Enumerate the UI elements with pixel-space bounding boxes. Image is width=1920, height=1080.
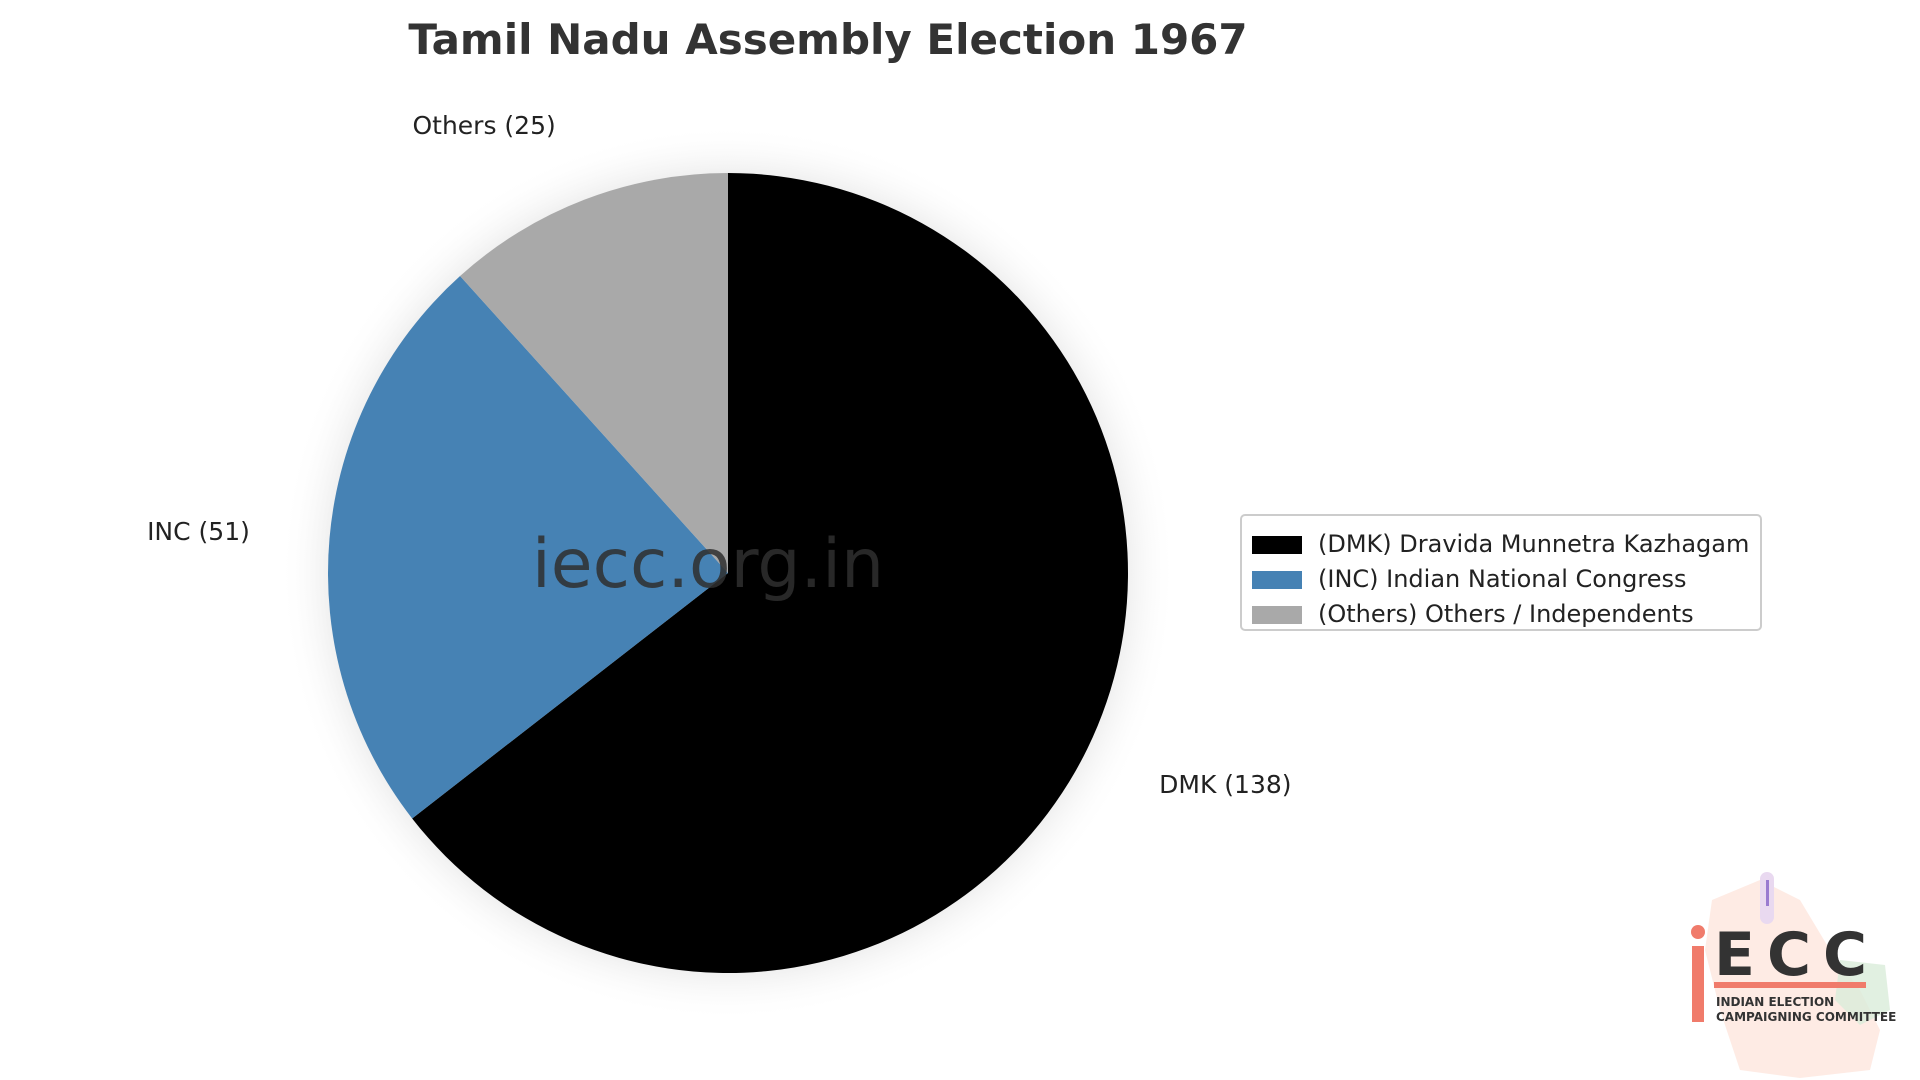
- legend-label-inc: (INC) Indian National Congress: [1318, 565, 1687, 593]
- logo-line1: INDIAN ELECTION: [1716, 995, 1834, 1009]
- legend-label-dmk: (DMK) Dravida Munnetra Kazhagam: [1318, 530, 1749, 558]
- legend-box: [1240, 514, 1762, 631]
- legend-swatch-inc: [1252, 571, 1302, 589]
- logo-line2: CAMPAIGNING COMMITTEE: [1716, 1010, 1896, 1024]
- iecc-logo: ECC INDIAN ELECTION CAMPAIGNING COMMITTE…: [1691, 872, 1896, 1078]
- slice-labels: DMK (138) INC (51) Others (25): [147, 111, 1291, 799]
- logo-dot-icon: [1691, 925, 1705, 939]
- logo-map-shape: [1705, 880, 1880, 1078]
- slice-label-dmk: DMK (138): [1159, 770, 1291, 799]
- chart-title: Tamil Nadu Assembly Election 1967: [408, 15, 1247, 64]
- slice-label-inc: INC (51): [147, 517, 250, 546]
- legend-swatch-dmk: [1252, 536, 1302, 554]
- legend: (DMK) Dravida Munnetra Kazhagam (INC) Ind…: [1240, 514, 1762, 631]
- logo-i-bar: [1692, 946, 1704, 1022]
- slice-label-others: Others (25): [412, 111, 555, 140]
- watermark-text: iecc.org.in: [532, 525, 884, 604]
- ink-mark-icon: [1766, 880, 1769, 906]
- logo-letters: ECC: [1714, 920, 1879, 990]
- legend-swatch-others: [1252, 606, 1302, 624]
- logo-underline: [1714, 982, 1866, 988]
- pie-slices: [328, 173, 1128, 974]
- pie-slice-others: [460, 173, 728, 573]
- legend-label-others: (Others) Others / Independents: [1318, 600, 1694, 628]
- logo-map-green: [1835, 960, 1890, 1025]
- pie-slice-inc: [328, 276, 728, 819]
- pie-slice-dmk: [412, 173, 1128, 974]
